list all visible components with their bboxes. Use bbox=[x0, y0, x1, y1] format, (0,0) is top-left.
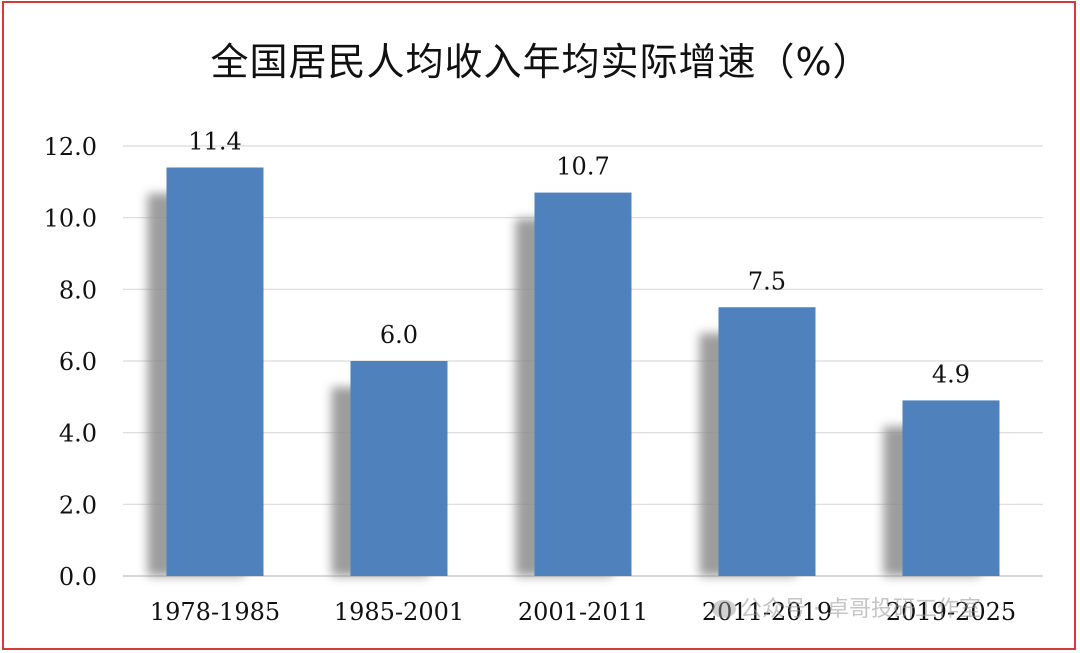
bar-1985-2001 bbox=[350, 361, 448, 576]
data-label: 4.9 bbox=[932, 360, 970, 388]
y-tick-label: 12.0 bbox=[44, 133, 97, 161]
wechat-icon bbox=[712, 600, 736, 618]
data-label: 10.7 bbox=[556, 153, 609, 181]
y-tick-label: 10.0 bbox=[44, 205, 97, 233]
y-tick-label: 4.0 bbox=[59, 420, 97, 448]
y-axis-ticks: 0.0 2.0 4.0 6.0 8.0 10.0 12.0 bbox=[44, 133, 97, 591]
x-tick-label: 1978-1985 bbox=[150, 598, 280, 626]
bar-2019-2025 bbox=[902, 400, 1000, 576]
watermark: 公众号 · 卓哥投研工作室 bbox=[712, 591, 981, 623]
watermark-text: 公众号 · 卓哥投研工作室 bbox=[740, 597, 981, 622]
data-label: 11.4 bbox=[188, 128, 241, 156]
bar-2001-2011 bbox=[534, 192, 632, 577]
x-tick-label: 1985-2001 bbox=[334, 598, 464, 626]
y-tick-label: 2.0 bbox=[59, 491, 97, 519]
data-label: 7.5 bbox=[748, 267, 786, 295]
x-tick-label: 2019-2025 bbox=[886, 598, 1016, 626]
bars bbox=[166, 167, 1000, 577]
x-tick-label: 2011-2019 bbox=[702, 598, 832, 626]
y-tick-label: 6.0 bbox=[59, 348, 97, 376]
data-labels: 11.4 6.0 10.7 7.5 4.9 bbox=[188, 128, 970, 389]
x-axis-ticks: 1978-1985 1985-2001 2001-2011 2011-2019 2019… bbox=[150, 598, 1016, 626]
x-tick-label: 2001-2011 bbox=[518, 598, 648, 626]
y-tick-label: 8.0 bbox=[59, 276, 97, 304]
bar-1978-1985 bbox=[166, 167, 264, 576]
bar-2011-2019 bbox=[718, 307, 816, 576]
data-label: 6.0 bbox=[380, 321, 418, 349]
chart-title: 全国居民人均收入年均实际增速（%） bbox=[210, 40, 872, 84]
y-tick-label: 0.0 bbox=[59, 563, 97, 591]
